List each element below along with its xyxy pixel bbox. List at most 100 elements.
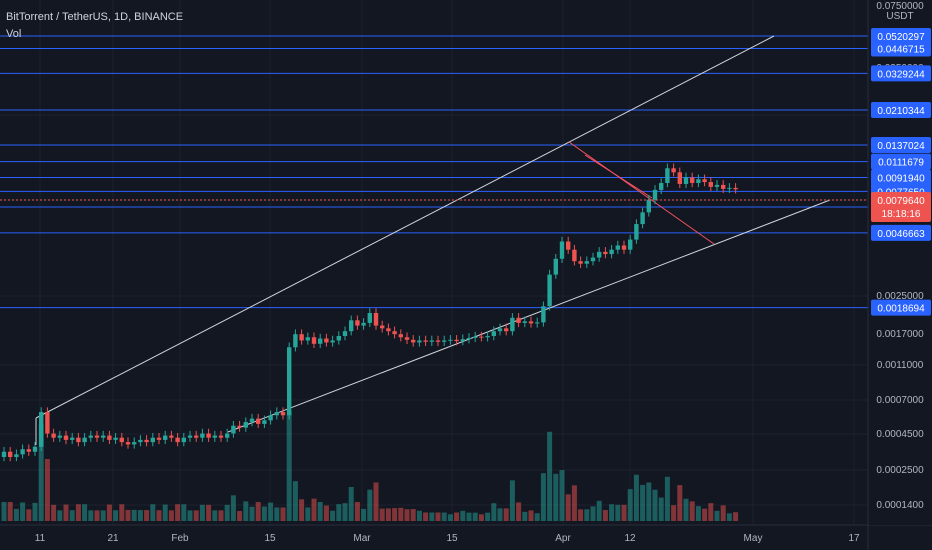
volume-bar bbox=[181, 504, 187, 521]
candle-body bbox=[280, 412, 286, 416]
candle-body bbox=[404, 337, 410, 340]
candle-body bbox=[138, 439, 143, 443]
level-badge bbox=[871, 101, 931, 118]
candle-body bbox=[94, 435, 100, 438]
candle-body bbox=[733, 187, 738, 190]
volume-bar bbox=[714, 510, 720, 521]
volume-bar bbox=[478, 514, 484, 521]
price-axis[interactable]: 0.07500000.03500000.00250000.00170000.00… bbox=[867, 0, 932, 550]
volume-bar bbox=[367, 489, 373, 521]
volume-bar bbox=[175, 504, 181, 521]
volume-bar bbox=[348, 487, 354, 521]
candle-body bbox=[566, 241, 571, 250]
candle-body bbox=[8, 451, 13, 457]
volume-bar bbox=[187, 510, 193, 521]
candle-body bbox=[274, 412, 279, 416]
volume-bar bbox=[144, 510, 150, 521]
candle-body bbox=[305, 337, 310, 341]
candle-body bbox=[32, 446, 38, 452]
candle-body bbox=[491, 331, 496, 337]
level-badge-label: 0.0111679 bbox=[878, 158, 924, 169]
volume-bar bbox=[646, 482, 652, 521]
volume-bar bbox=[342, 503, 348, 521]
candle-body bbox=[132, 442, 137, 445]
level-badge bbox=[871, 169, 931, 186]
volume-bar bbox=[32, 502, 38, 521]
candle-body bbox=[63, 435, 69, 440]
level-badge-label: 0.0446715 bbox=[877, 44, 925, 55]
candle-body bbox=[14, 454, 19, 457]
volume-bar bbox=[720, 505, 726, 521]
volume-bar bbox=[695, 506, 701, 521]
candle-body bbox=[708, 182, 713, 187]
volume-bar bbox=[553, 473, 559, 521]
candle-body bbox=[460, 339, 465, 342]
candle-body bbox=[597, 251, 602, 258]
time-tick-label: 12 bbox=[624, 533, 636, 544]
candle-body bbox=[628, 239, 633, 250]
candle-body bbox=[714, 184, 720, 187]
volume-bar bbox=[193, 510, 199, 521]
level-badge-label: 0.0137024 bbox=[877, 141, 925, 152]
volume-bar bbox=[578, 509, 584, 521]
candle-body bbox=[621, 245, 627, 250]
candle-body bbox=[423, 340, 428, 342]
candle-body bbox=[311, 337, 317, 344]
volume-bar bbox=[20, 502, 26, 521]
volume-bar bbox=[640, 484, 646, 521]
level-badge bbox=[871, 224, 931, 241]
volume-bar bbox=[596, 500, 602, 521]
volume-label: Vol bbox=[6, 28, 22, 40]
level-badge-label: 0.0329244 bbox=[877, 69, 925, 80]
candle-body bbox=[429, 340, 434, 342]
volume-bar bbox=[683, 498, 689, 521]
volume-bar bbox=[119, 504, 125, 521]
candle-body bbox=[683, 177, 689, 184]
volume-bar bbox=[330, 510, 336, 521]
candle-body bbox=[690, 177, 695, 183]
volume-bar bbox=[280, 507, 286, 521]
candle-body bbox=[652, 189, 658, 200]
volume-bar bbox=[323, 505, 329, 521]
volume-bar bbox=[441, 512, 447, 521]
candle-body bbox=[584, 261, 589, 264]
volume-bar bbox=[702, 508, 708, 521]
candle-body bbox=[225, 433, 230, 438]
volume-bar bbox=[615, 504, 621, 521]
volume-bar bbox=[454, 512, 460, 521]
currency-label: USDT bbox=[886, 11, 913, 22]
volume-bar bbox=[286, 411, 292, 521]
candle-body bbox=[559, 241, 565, 259]
candle-body bbox=[510, 317, 515, 332]
candle-body bbox=[355, 320, 360, 326]
volume-bar bbox=[584, 509, 590, 521]
candle-body bbox=[386, 328, 391, 332]
candle-body bbox=[528, 321, 534, 324]
candle-body bbox=[26, 449, 31, 452]
price-tick-label: 0.0011000 bbox=[877, 360, 924, 371]
volume-bar bbox=[559, 470, 565, 521]
volume-bar bbox=[726, 513, 732, 521]
volume-bar bbox=[150, 504, 156, 521]
level-badge bbox=[871, 40, 931, 57]
time-tick-label: 21 bbox=[107, 533, 119, 544]
candle-body bbox=[671, 168, 676, 173]
candle-body bbox=[249, 418, 255, 423]
level-badge-label: 0.0046663 bbox=[877, 229, 925, 240]
level-badge-label: 0.0018694 bbox=[877, 304, 925, 315]
candle-body bbox=[287, 347, 292, 416]
volume-bar bbox=[168, 510, 174, 521]
candle-body bbox=[646, 199, 651, 213]
volume-bar bbox=[13, 508, 19, 521]
candle-body bbox=[101, 435, 106, 438]
candle-body bbox=[1, 451, 7, 457]
candle-body bbox=[485, 336, 490, 338]
downtrend-line-upper bbox=[568, 141, 715, 245]
time-tick-label: 17 bbox=[848, 533, 860, 544]
candle-body bbox=[473, 336, 478, 338]
candle-body bbox=[181, 437, 186, 443]
candle-body bbox=[553, 258, 558, 275]
price-tick-label: 0.0017000 bbox=[876, 329, 924, 340]
volume-bar bbox=[485, 512, 491, 521]
